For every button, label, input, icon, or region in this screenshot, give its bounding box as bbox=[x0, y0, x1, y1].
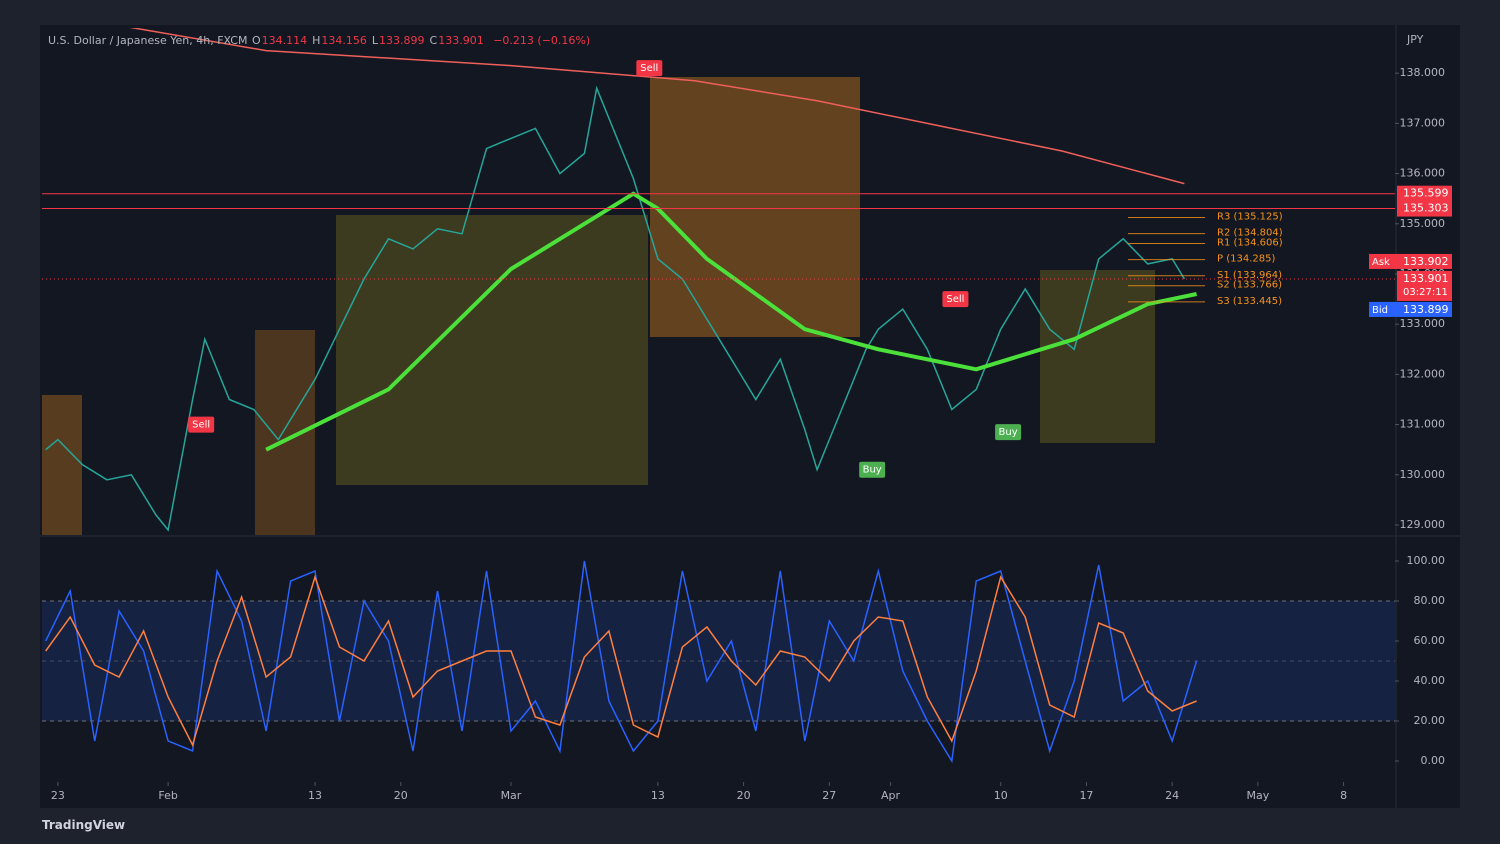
y-tick-label: 132.000 bbox=[1400, 367, 1446, 380]
signal-label: Buy bbox=[999, 427, 1018, 438]
x-tick-label: 24 bbox=[1165, 789, 1179, 802]
pivot-label: R2 (134.804) bbox=[1217, 228, 1283, 239]
trade-box bbox=[1040, 270, 1155, 443]
x-tick-label: 20 bbox=[394, 789, 408, 802]
trade-box bbox=[336, 215, 648, 485]
bid-tag bbox=[1369, 301, 1452, 317]
x-tick-label: 13 bbox=[651, 789, 665, 802]
y-tick-label: 20.00 bbox=[1414, 714, 1446, 727]
series-line bbox=[45, 574, 1197, 748]
series-line bbox=[45, 85, 1186, 532]
currency-label: JPY bbox=[1406, 33, 1424, 46]
signal-label: Buy bbox=[863, 465, 882, 476]
x-tick-label: 8 bbox=[1340, 789, 1347, 802]
last-tag bbox=[1397, 270, 1452, 301]
x-tick-label: Apr bbox=[881, 789, 901, 802]
axes: JPY 129.000130.000131.000132.000133.0001… bbox=[51, 33, 1452, 802]
ask-tag bbox=[1369, 253, 1452, 269]
pivot-label: R1 (134.606) bbox=[1217, 238, 1283, 249]
y-tick-label: 133.000 bbox=[1400, 317, 1446, 330]
x-tick-label: 27 bbox=[822, 789, 836, 802]
ohlc-key: C bbox=[429, 34, 438, 47]
y-tick-label: 100.00 bbox=[1407, 554, 1446, 567]
y-tick-label: 137.000 bbox=[1400, 116, 1446, 129]
trade-box bbox=[650, 77, 860, 337]
signal-label: Sell bbox=[640, 63, 658, 74]
y-tick-label: 136.000 bbox=[1400, 167, 1446, 180]
oscillator-pane bbox=[42, 560, 1395, 764]
signal-badge bbox=[859, 461, 886, 478]
x-tick-label: 23 bbox=[51, 789, 65, 802]
series-line bbox=[45, 560, 1198, 764]
y-tick-label: 40.00 bbox=[1414, 674, 1446, 687]
y-tick-label: 131.000 bbox=[1400, 418, 1446, 431]
series-line bbox=[265, 191, 1198, 452]
pivot-label: S3 (133.445) bbox=[1217, 296, 1282, 307]
chart-background bbox=[40, 25, 1460, 808]
signal-badge bbox=[942, 291, 969, 308]
x-tick-label: Mar bbox=[501, 789, 522, 802]
y-tick-label: 135.000 bbox=[1400, 217, 1446, 230]
level-label: 135.599 bbox=[1403, 187, 1449, 200]
pivot-label: P (134.285) bbox=[1217, 254, 1275, 265]
brand-logo: TradingView bbox=[42, 818, 126, 832]
symbol-header: U.S. Dollar / Japanese Yen, 4h, FXCM O13… bbox=[48, 34, 595, 47]
last-value: 133.901 bbox=[1403, 272, 1449, 285]
price-pane bbox=[42, 28, 1395, 532]
ohlc-key: H bbox=[312, 34, 321, 47]
trade-boxes bbox=[42, 77, 1155, 535]
y-tick-label: 129.000 bbox=[1400, 518, 1446, 531]
trade-box bbox=[42, 395, 82, 535]
y-tick-label: 0.00 bbox=[1421, 754, 1446, 767]
signal-badge bbox=[995, 424, 1022, 441]
bid-key: Bid bbox=[1372, 305, 1388, 316]
pivot-label: R3 (135.125) bbox=[1217, 211, 1283, 222]
ohlc-value: 133.899 bbox=[379, 34, 425, 47]
x-tick-label: May bbox=[1246, 789, 1269, 802]
countdown: 03:27:11 bbox=[1403, 287, 1448, 298]
signal-label: Sell bbox=[946, 294, 964, 305]
x-tick-label: 13 bbox=[308, 789, 322, 802]
ask-value: 133.902 bbox=[1403, 255, 1449, 268]
ohlc-value: 134.156 bbox=[321, 34, 367, 47]
ohlc-value: 134.114 bbox=[261, 34, 308, 47]
level-label: 135.303 bbox=[1403, 202, 1449, 215]
y-tick-label: 130.000 bbox=[1400, 468, 1446, 481]
x-tick-label: 20 bbox=[737, 789, 751, 802]
y-tick-label: 138.000 bbox=[1400, 66, 1446, 79]
signal-label: Sell bbox=[192, 420, 210, 431]
level-tag bbox=[1397, 200, 1452, 217]
y-tick-label: 80.00 bbox=[1414, 594, 1446, 607]
x-tick-label: 17 bbox=[1079, 789, 1093, 802]
ohlc-key: L bbox=[371, 34, 379, 47]
symbol: U.S. Dollar / Japanese Yen, 4h, FXCM bbox=[48, 34, 248, 47]
y-tick-label: 60.00 bbox=[1414, 634, 1446, 647]
pivot-label: S1 (133.964) bbox=[1217, 270, 1282, 281]
signal-badge bbox=[188, 416, 215, 433]
bid-value: 133.899 bbox=[1403, 303, 1449, 316]
x-tick-label: 10 bbox=[994, 789, 1008, 802]
ohlc-value: 133.901 bbox=[438, 34, 484, 47]
ohlc-key: O bbox=[251, 34, 261, 47]
ask-key: Ask bbox=[1372, 257, 1390, 268]
series-line bbox=[129, 28, 1185, 185]
ohlc: O134.114 H134.156 L133.899 C133.901 bbox=[252, 34, 489, 47]
signal-badge bbox=[636, 60, 663, 77]
trade-box bbox=[255, 330, 315, 535]
x-tick-label: Feb bbox=[158, 789, 177, 802]
pivot-label: S2 (133.766) bbox=[1217, 280, 1282, 291]
level-tag bbox=[1397, 185, 1452, 202]
change: −0.213 (−0.16%) bbox=[493, 34, 591, 47]
